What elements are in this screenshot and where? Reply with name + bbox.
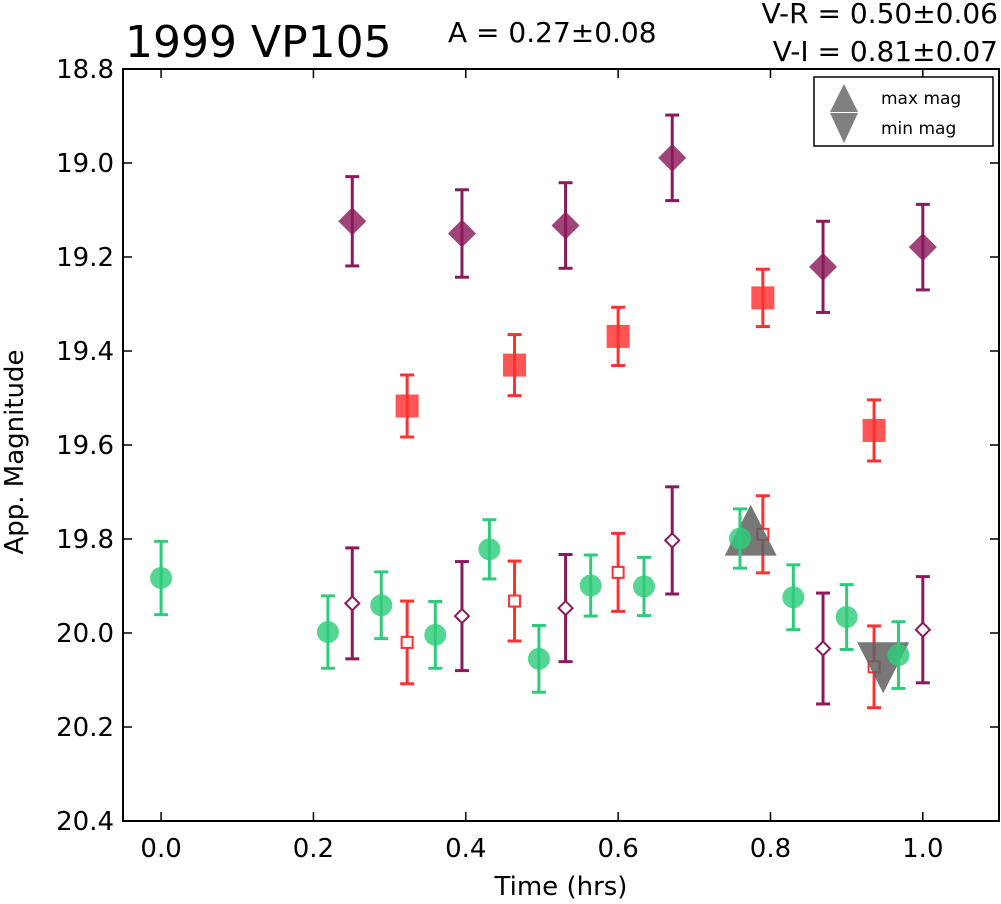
- data-point-square-open: [400, 599, 415, 686]
- data-point-square-open: [507, 559, 522, 643]
- y-tick-label: 19.0: [56, 149, 114, 179]
- marker: [663, 531, 681, 549]
- x-tick-label: 0.8: [750, 834, 791, 864]
- data-point-diamond-open: [663, 485, 681, 596]
- color-vi-annotation: V-I = 0.81±0.07: [773, 35, 998, 68]
- data-point-square: [751, 267, 775, 329]
- data-point-circle: [887, 620, 910, 690]
- marker: [395, 394, 419, 418]
- data-point-circle: [424, 600, 447, 670]
- x-tick-label: 0.4: [445, 834, 486, 864]
- marker: [908, 233, 937, 262]
- data-marks: [150, 113, 937, 710]
- y-tick-label: 20.0: [56, 619, 114, 649]
- data-point-circle: [316, 594, 339, 670]
- marker: [527, 647, 550, 670]
- y-tick-label: 19.2: [56, 243, 114, 273]
- y-tick-label: 19.6: [56, 431, 114, 461]
- data-point-circle: [782, 563, 805, 632]
- marker: [478, 538, 501, 561]
- marker: [316, 621, 339, 644]
- y-axis-label: App. Magnitude: [0, 349, 30, 554]
- data-point-diamond-open: [557, 553, 574, 664]
- marker: [809, 252, 838, 281]
- data-point-square: [862, 398, 886, 463]
- x-tick-label: 0.0: [140, 834, 181, 864]
- marker: [150, 567, 173, 590]
- data-point-diamond: [658, 113, 687, 203]
- legend-label-min: min mag: [881, 119, 956, 139]
- marker: [729, 527, 752, 550]
- data-point-circle: [370, 570, 393, 641]
- legend-marker-max: [830, 84, 858, 112]
- legend: max mag min mag: [813, 76, 994, 147]
- marker: [658, 143, 687, 172]
- marker: [887, 644, 910, 667]
- marker: [611, 565, 625, 579]
- marker: [508, 594, 522, 608]
- data-point-diamond: [809, 219, 838, 314]
- y-tick-label: 20.4: [56, 807, 114, 837]
- data-point-square: [503, 333, 527, 398]
- data-point-circle: [835, 583, 858, 651]
- data-point-square: [395, 373, 419, 439]
- data-point-circle: [729, 507, 752, 570]
- marker: [557, 599, 574, 617]
- data-point-square: [606, 305, 630, 368]
- data-point-diamond-open: [343, 546, 361, 661]
- legend-marker-min: [830, 113, 858, 143]
- x-tick-label: 1.0: [902, 834, 943, 864]
- x-tick-label: 0.6: [597, 834, 638, 864]
- data-point-diamond: [338, 175, 367, 268]
- data-point-diamond: [551, 181, 580, 270]
- marker: [835, 606, 858, 629]
- y-tick-label: 19.8: [56, 525, 114, 555]
- x-axis-label: Time (hrs): [494, 872, 628, 902]
- data-point-circle: [478, 518, 501, 581]
- data-point-diamond: [447, 188, 476, 279]
- marker: [606, 324, 630, 348]
- marker: [633, 575, 656, 598]
- y-tick-label: 19.4: [56, 337, 114, 367]
- marker: [814, 640, 832, 657]
- chart-title: 1999 VP105: [125, 17, 392, 68]
- marker: [424, 623, 447, 646]
- data-point-diamond-open: [814, 591, 832, 706]
- marker: [579, 574, 602, 597]
- marker: [447, 219, 476, 248]
- axis-ticks: 0.0 0.2 0.4 0.6 0.8 1.0 18.8 19.0 19.2 19.4 19.6 19…: [56, 55, 999, 864]
- legend-label-max: max mag: [881, 89, 961, 109]
- marker: [862, 418, 886, 442]
- marker: [503, 353, 527, 377]
- marker: [370, 594, 393, 617]
- data-point-circle: [527, 623, 550, 694]
- data-point-circle: [579, 553, 602, 618]
- y-tick-label: 18.8: [56, 55, 114, 85]
- color-vr-annotation: V-R = 0.50±0.06: [762, 0, 998, 30]
- y-tick-label: 20.2: [56, 713, 114, 743]
- marker: [551, 211, 580, 240]
- data-point-diamond-open: [453, 560, 471, 673]
- marker: [751, 286, 775, 310]
- x-tick-label: 0.2: [293, 834, 334, 864]
- data-point-diamond: [908, 202, 937, 292]
- marker: [453, 607, 471, 625]
- data-point-square-open: [611, 531, 626, 613]
- marker: [400, 635, 414, 649]
- marker: [914, 621, 932, 639]
- marker: [338, 207, 367, 236]
- marker: [782, 586, 805, 609]
- data-point-circle: [150, 539, 173, 617]
- marker: [343, 594, 361, 612]
- data-point-diamond-open: [914, 575, 932, 685]
- amplitude-annotation: A = 0.27±0.08: [448, 16, 657, 49]
- data-point-circle: [633, 555, 656, 618]
